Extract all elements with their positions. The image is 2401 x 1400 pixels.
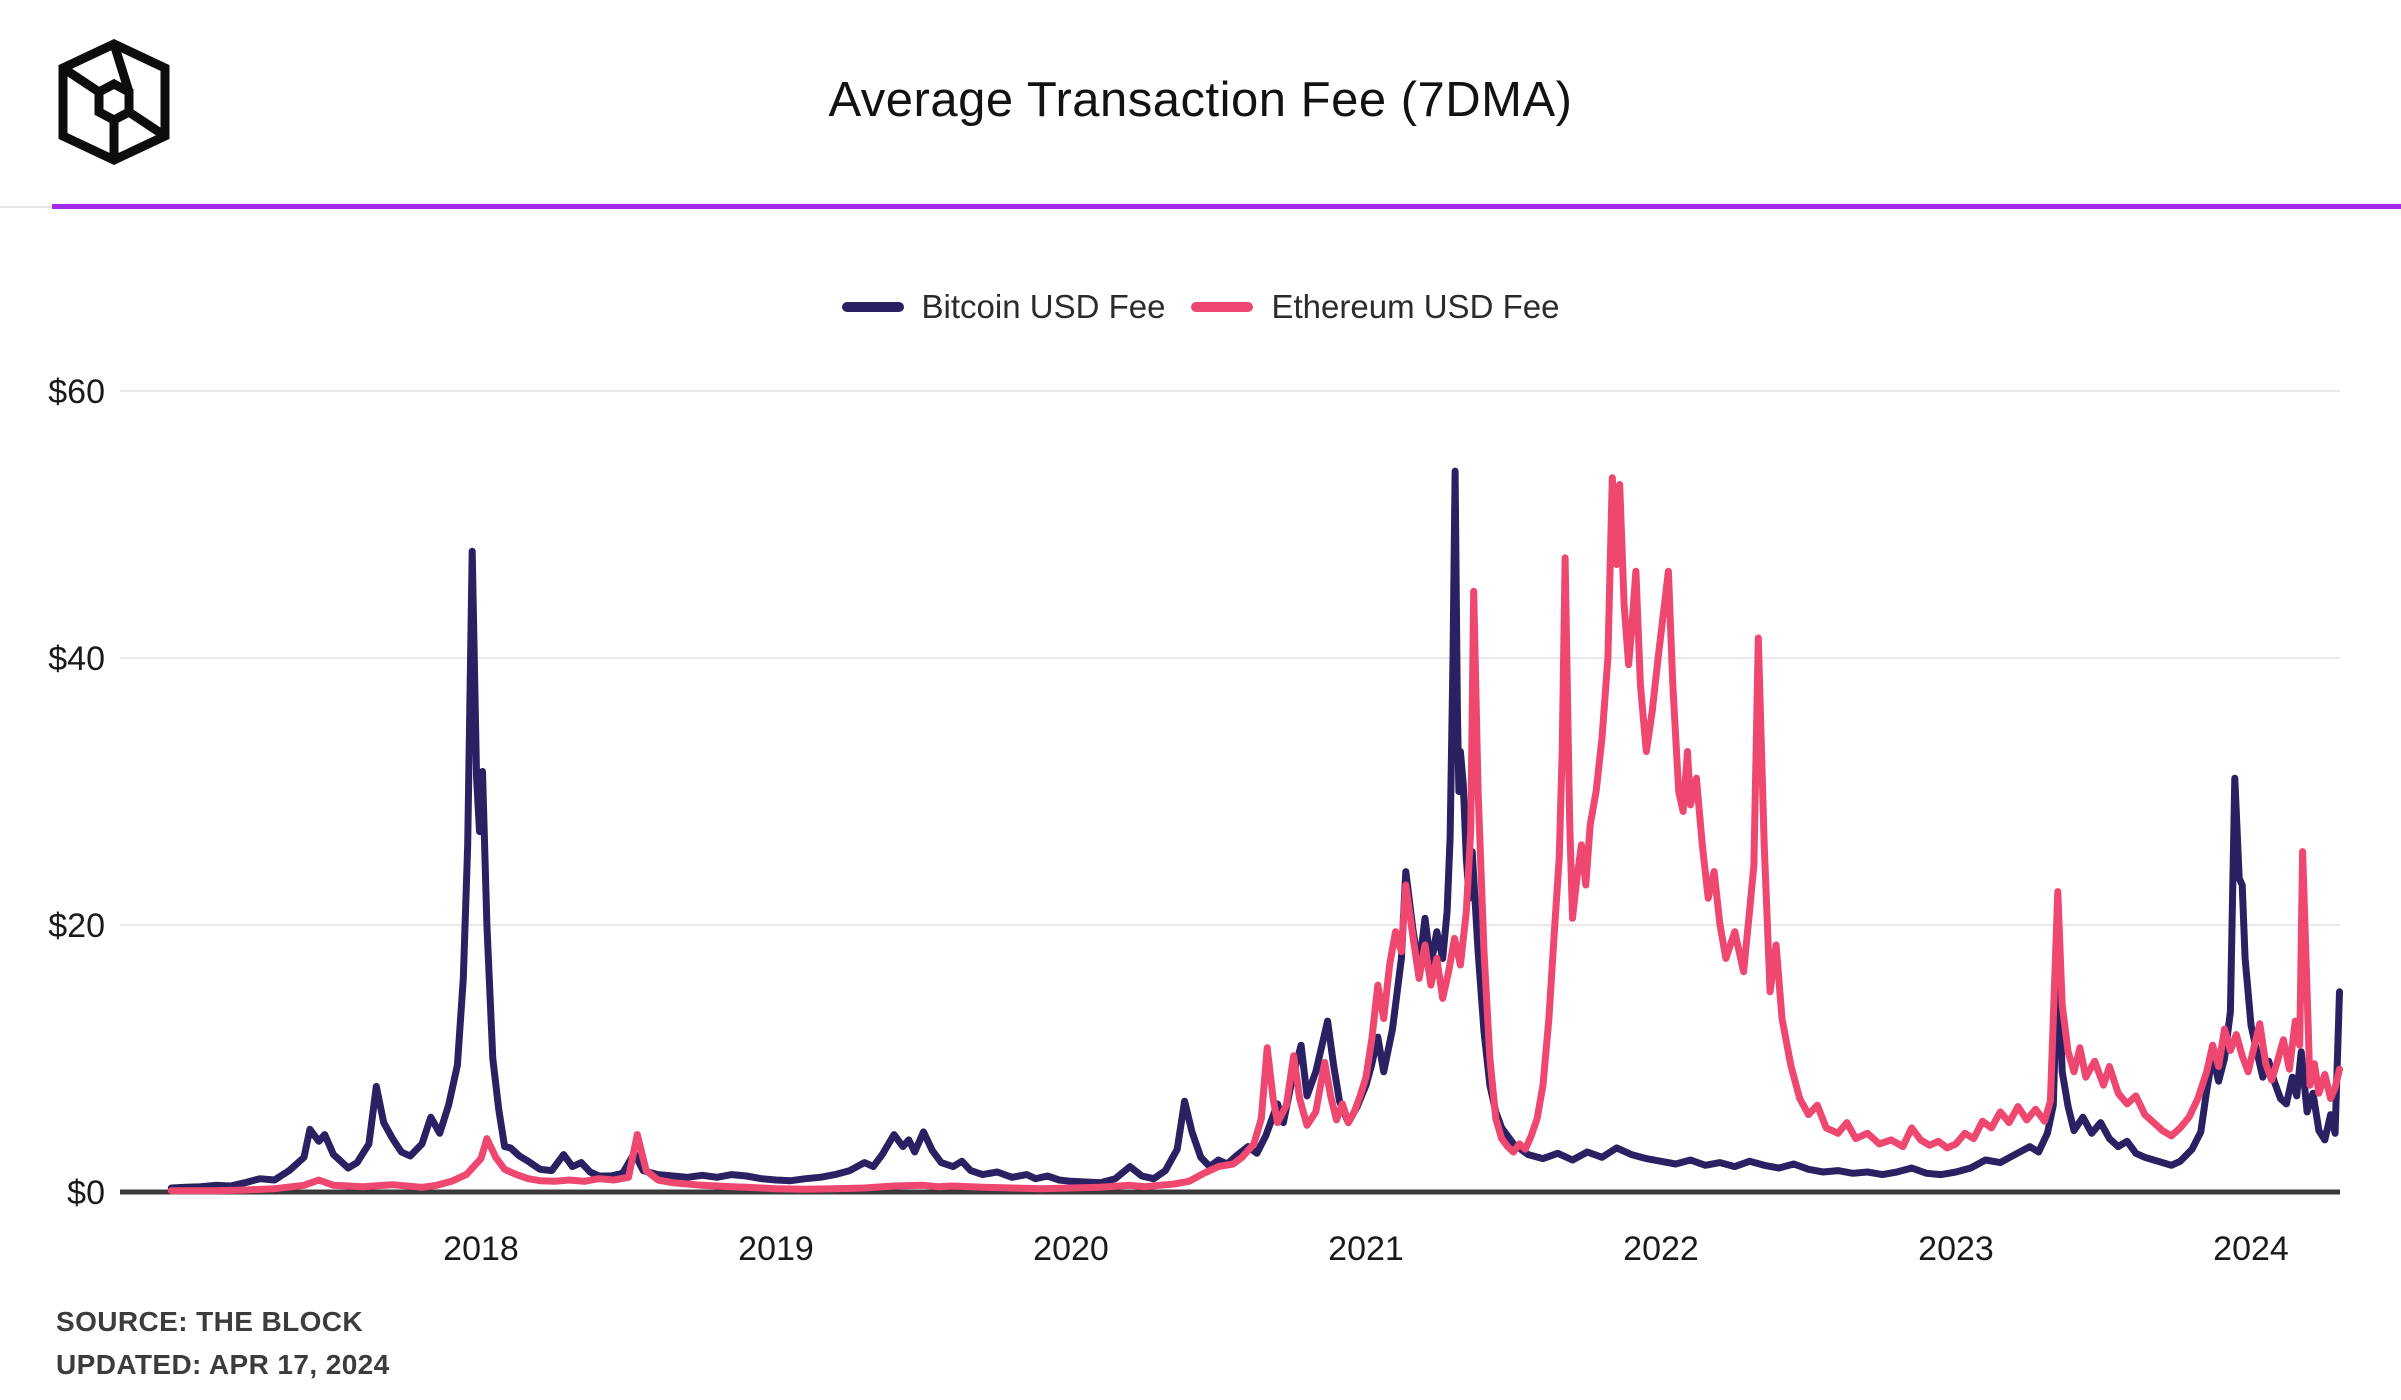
y-tick-label: $40 xyxy=(48,640,105,678)
x-tick-label: 2021 xyxy=(1328,1230,1404,1268)
legend-label-bitcoin: Bitcoin USD Fee xyxy=(921,288,1166,325)
ethereum-fee-line[interactable] xyxy=(167,474,2343,1195)
axis-labels: $0 $20 $40 $60 2018 2019 2020 2021 2022 2023 2024 xyxy=(48,373,2289,1268)
updated-line: UPDATED: APR 17, 2024 xyxy=(56,1349,390,1381)
logo-diagonal-3 xyxy=(126,108,168,140)
source-note: SOURCE: THE BLOCK UPDATED: APR 17, 2024 xyxy=(56,1300,390,1387)
bitcoin-line-swatch xyxy=(841,302,904,312)
logo-diagonal-1 xyxy=(60,64,102,96)
ethereum-line-swatch xyxy=(1191,302,1254,312)
chart-legend: Bitcoin USD Fee Ethereum USD Fee xyxy=(0,288,2401,326)
x-tick-label: 2018 xyxy=(443,1230,519,1268)
divider-stub xyxy=(0,206,52,208)
source-line: SOURCE: THE BLOCK xyxy=(56,1306,364,1337)
x-tick-label: 2020 xyxy=(1033,1230,1109,1268)
legend-label-ethereum: Ethereum USD Fee xyxy=(1271,288,1560,325)
y-tick-label: $20 xyxy=(48,907,105,945)
legend-item-bitcoin[interactable]: Bitcoin USD Fee xyxy=(841,288,1166,326)
the-block-logo xyxy=(58,39,170,165)
y-tick-label: $0 xyxy=(67,1174,105,1212)
x-tick-label: 2023 xyxy=(1918,1230,1994,1268)
logo-diagonal-2 xyxy=(109,42,134,94)
page-title: Average Transaction Fee (7DMA) xyxy=(828,73,1573,127)
x-tick-label: 2019 xyxy=(738,1230,814,1268)
series-lines xyxy=(167,467,2343,1195)
x-tick-label: 2024 xyxy=(2213,1230,2289,1268)
bitcoin-fee-line[interactable] xyxy=(167,467,2343,1192)
purple-divider xyxy=(52,204,2401,209)
legend-item-ethereum[interactable]: Ethereum USD Fee xyxy=(1191,288,1559,326)
x-tick-label: 2022 xyxy=(1623,1230,1699,1268)
y-tick-label: $60 xyxy=(48,373,105,411)
